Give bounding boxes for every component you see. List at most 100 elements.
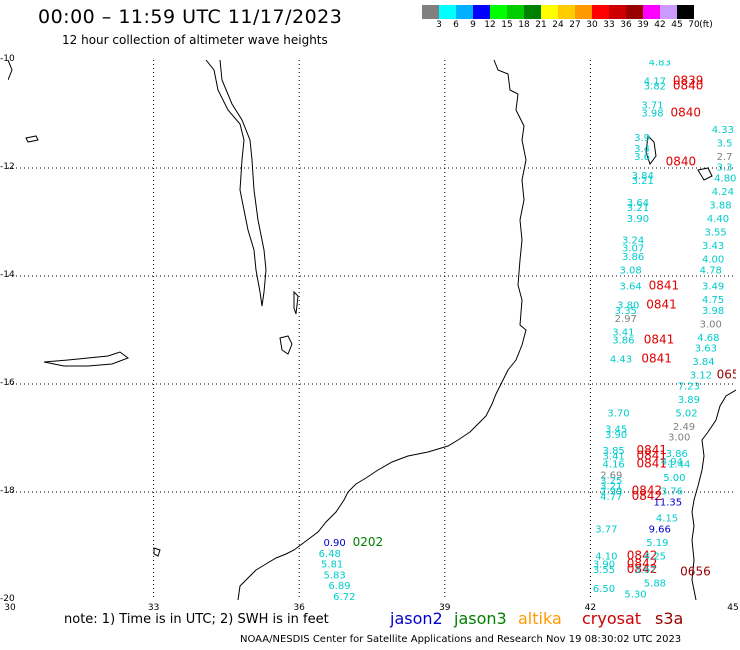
wave-height-value: 4.83 [649, 60, 671, 68]
wave-height-value: 4.94 [661, 457, 683, 468]
pass-time-label: 0841 [637, 457, 668, 471]
wave-height-value: 3.49 [702, 282, 724, 293]
wave-height-value: 5.30 [624, 589, 646, 600]
wave-height-value: 3.84 [692, 357, 714, 368]
pass-time-label: 0840 [670, 106, 701, 120]
footer-credit: NOAA/NESDIS Center for Satellite Applica… [240, 634, 682, 645]
legend-label: 33 [603, 20, 615, 30]
wave-height-value: 4.77 [600, 492, 622, 503]
legend-swatch [575, 5, 592, 19]
wave-height-value: 6.48 [319, 549, 341, 560]
legend-swatch [592, 5, 609, 19]
wave-height-value: 5.19 [646, 538, 668, 549]
wave-height-value: 3.00 [700, 319, 722, 330]
wave-height-value: 1.44 [668, 460, 690, 471]
pass-time-label: 0841 [646, 297, 677, 311]
wave-height-value: 4.75 [702, 295, 724, 306]
wave-height-value: 4.00 [702, 255, 724, 266]
satellite-cryosat: cryosat [582, 609, 642, 628]
legend-label: (ft) [699, 20, 713, 30]
wave-height-value: 2.7 [717, 152, 733, 163]
legend-label: 3 [436, 20, 442, 30]
pass-time-label: 0842 [627, 557, 658, 571]
wave-height-value: 3.6 [634, 152, 650, 163]
wave-height-value: 3.64 [627, 198, 649, 209]
pass-time-label: 0840 [673, 79, 704, 93]
legend-label: 12 [484, 20, 496, 30]
wave-height-value: 3.90 [627, 214, 649, 225]
wave-height-value: 3.55 [593, 565, 615, 576]
wave-height-value: 4.78 [700, 265, 722, 276]
legend-swatch [677, 5, 694, 19]
wave-height-value: 0.90 [323, 538, 345, 549]
footer-note: note: 1) Time is in UTC; 2) SWH is in fe… [64, 612, 329, 627]
wave-height-value: 3.82 [644, 82, 666, 93]
lake-kariba-outline [43, 351, 130, 367]
grid-lines [8, 60, 736, 600]
wave-height-value: 3.4 [634, 144, 650, 155]
pass-time-label: 0841 [641, 351, 672, 365]
wave-height-value: 2.99 [600, 487, 622, 498]
pass-time-label: 065 [717, 368, 736, 382]
pass-time-label: 0841 [649, 279, 680, 293]
wave-height-value: 4.33 [712, 125, 734, 136]
pass-time-label: 0841 [644, 333, 675, 347]
legend-swatch [626, 5, 643, 19]
wave-height-value: 2.49 [673, 422, 695, 433]
wave-height-value: 4.43 [610, 354, 632, 365]
pass-time-label: 0842 [632, 484, 663, 498]
wave-height-value: 3.86 [622, 252, 644, 263]
wave-height-value: 4.40 [707, 214, 729, 225]
wave-height-value: 4.17 [644, 76, 666, 87]
africa-coastline [237, 60, 527, 600]
wave-height-value: 2.69 [600, 471, 622, 482]
wave-height-value: 4.15 [656, 514, 678, 525]
wave-height-value: 3.85 [603, 446, 625, 457]
wave-height-value: 3.98 [641, 109, 663, 120]
wave-height-value: 6.50 [593, 584, 615, 595]
legend-swatch [643, 5, 660, 19]
pass-time-label: 0656 [680, 565, 711, 579]
wave-height-value: 4.68 [697, 333, 719, 344]
wave-height-value: 3.76 [661, 487, 683, 498]
wave-height-value: 3.88 [709, 201, 731, 212]
wave-height-value: 3.00 [668, 433, 690, 444]
wave-height-value: 5.02 [675, 408, 697, 419]
legend-label: 42 [654, 20, 666, 30]
lake-tanganyika-outline [8, 60, 13, 81]
legend-label: 15 [501, 20, 513, 30]
legend-swatch [660, 5, 677, 19]
wave-height-value: 4.16 [603, 460, 625, 471]
wave-height-value: 3.63 [695, 344, 717, 355]
legend-label: 30 [586, 20, 598, 30]
wave-height-value: 11.35 [653, 498, 682, 509]
wave-height-value: 3.21 [632, 176, 654, 187]
legend-label: 6 [453, 20, 459, 30]
legend-swatch [490, 5, 507, 19]
wave-height-value: 3.3 [717, 163, 733, 174]
wave-height-value: 3.64 [620, 282, 642, 293]
legend-swatch [507, 5, 524, 19]
wave-height-value: 4.10 [595, 552, 617, 563]
comoros-island-2 [697, 167, 713, 181]
small-island-2 [153, 547, 161, 557]
legend-label: 18 [518, 20, 530, 30]
satellite-altika: altika [518, 609, 562, 628]
color-legend-labels: 3 6 9 12 15 18 21 24 27 30 33 36 39 42 45 70 (ft) [422, 20, 740, 34]
wave-height-value: 3.41 [603, 452, 625, 463]
wave-height-value: 3.80 [617, 300, 639, 311]
latitude-label: -14 [0, 270, 15, 280]
wave-height-value: 3.21 [600, 481, 622, 492]
wave-height-value: 3.21 [627, 203, 649, 214]
lake-malawi-outline [205, 60, 267, 307]
pass-time-label: 0842 [632, 489, 663, 503]
wave-height-value: 4.80 [714, 174, 736, 185]
satellite-s3a: s3a [655, 609, 684, 628]
pass-time-label: 0841 [637, 449, 668, 463]
wave-height-value: 3.98 [702, 306, 724, 317]
satellite-jason3: jason3 [454, 609, 507, 628]
wave-height-value: 3.86 [612, 336, 634, 347]
pass-time-label: 0840 [666, 154, 697, 168]
